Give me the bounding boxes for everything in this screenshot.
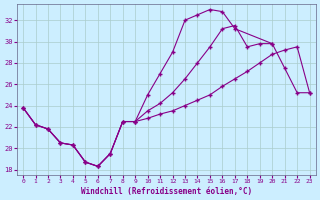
X-axis label: Windchill (Refroidissement éolien,°C): Windchill (Refroidissement éolien,°C) [81,187,252,196]
